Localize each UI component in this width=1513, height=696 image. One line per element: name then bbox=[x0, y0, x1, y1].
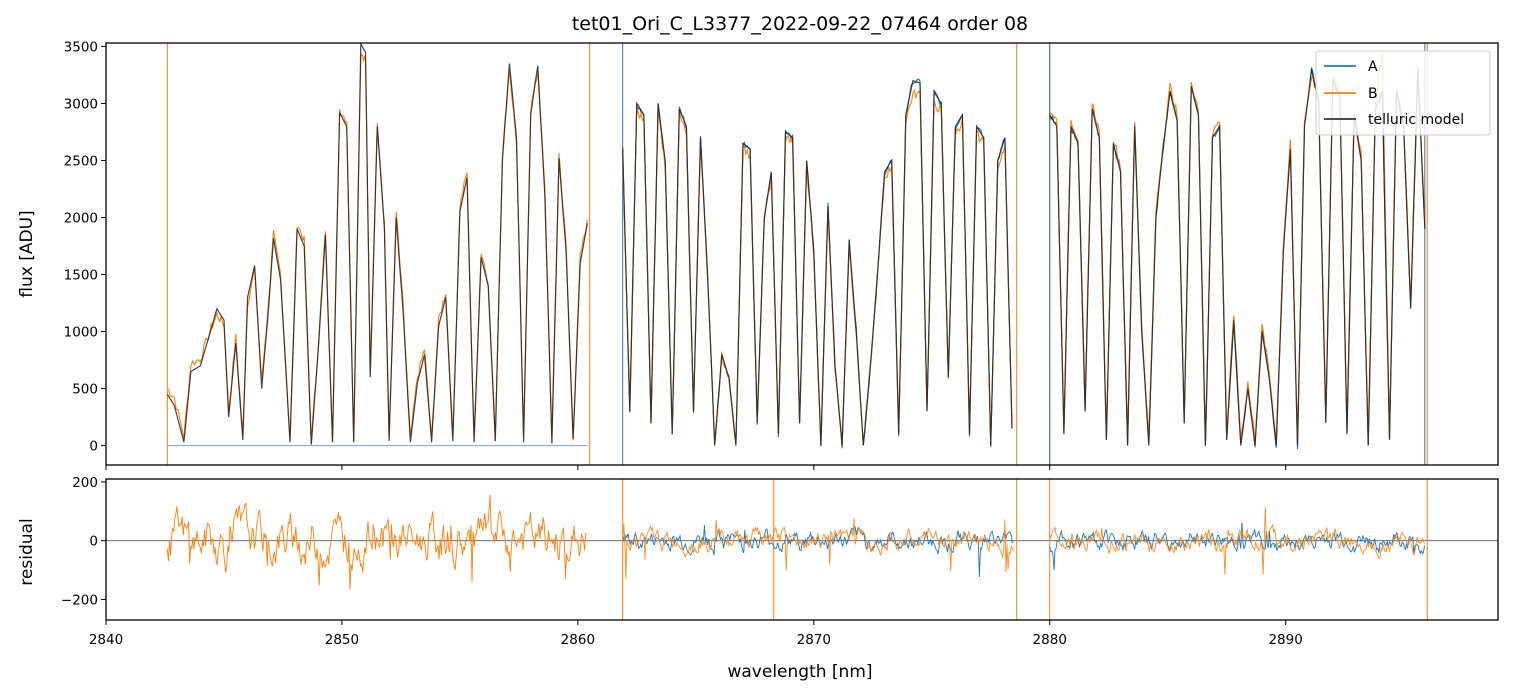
residual-y-axis-label: residual bbox=[17, 518, 37, 585]
residual-x-ticks: 2840 2850 2860 2870 2880 2890 bbox=[89, 620, 1303, 648]
x-axis-label: wavelength [nm] bbox=[727, 662, 872, 682]
top-y-tick-label: 500 bbox=[72, 382, 98, 398]
legend-label-model: telluric model bbox=[1368, 112, 1464, 128]
legend-box bbox=[1315, 50, 1491, 136]
legend: A B telluric model bbox=[1315, 50, 1491, 136]
top-y-tick-label: 2000 bbox=[64, 211, 98, 227]
residual-a-line bbox=[622, 525, 1014, 578]
series-a-line bbox=[622, 78, 1013, 449]
residual-x-tick-label: 2860 bbox=[561, 632, 595, 648]
top-axes-frame bbox=[105, 42, 1499, 466]
residual-b-line bbox=[166, 494, 588, 590]
residual-y-tick-label: 200 bbox=[72, 475, 98, 491]
telluric-model-line bbox=[622, 79, 1013, 446]
legend-label-b: B bbox=[1368, 86, 1378, 102]
residual-a-line bbox=[1049, 522, 1425, 571]
residual-x-tick-label: 2880 bbox=[1033, 632, 1067, 648]
telluric-model-line bbox=[1049, 69, 1426, 446]
telluric-model-line bbox=[166, 43, 588, 445]
top-x-ticks bbox=[105, 465, 1287, 470]
residual-x-tick-label: 2850 bbox=[325, 632, 359, 648]
chart-title: tet01_Ori_C_L3377_2022-09-22_07464 order… bbox=[572, 13, 1028, 35]
top-y-tick-label: 1000 bbox=[64, 325, 98, 341]
series-b-line bbox=[622, 88, 1013, 446]
residual-b-line bbox=[622, 518, 1014, 579]
residual-x-tick-label: 2840 bbox=[89, 632, 123, 648]
top-y-ticks: 0 500 1000 1500 2000 2500 3000 3500 bbox=[64, 39, 106, 455]
top-y-tick-label: 3500 bbox=[64, 39, 98, 55]
top-y-tick-label: 0 bbox=[89, 439, 98, 455]
top-y-tick-label: 1500 bbox=[64, 268, 98, 284]
residual-axes-frame bbox=[105, 478, 1499, 621]
residual-y-tick-label: 0 bbox=[89, 534, 98, 550]
residual-plot-area bbox=[106, 479, 1498, 620]
top-y-axis-label: flux [ADU] bbox=[17, 210, 37, 297]
top-plot-area bbox=[166, 43, 1428, 465]
legend-label-a: A bbox=[1368, 59, 1378, 75]
residual-y-ticks: −200 0 200 bbox=[61, 475, 106, 608]
top-y-tick-label: 3000 bbox=[64, 96, 98, 112]
residual-y-tick-label: −200 bbox=[61, 592, 98, 608]
residual-x-tick-label: 2870 bbox=[797, 632, 831, 648]
residual-x-tick-label: 2890 bbox=[1268, 632, 1302, 648]
top-y-tick-label: 2500 bbox=[64, 153, 98, 169]
residual-b-line bbox=[1049, 507, 1425, 575]
